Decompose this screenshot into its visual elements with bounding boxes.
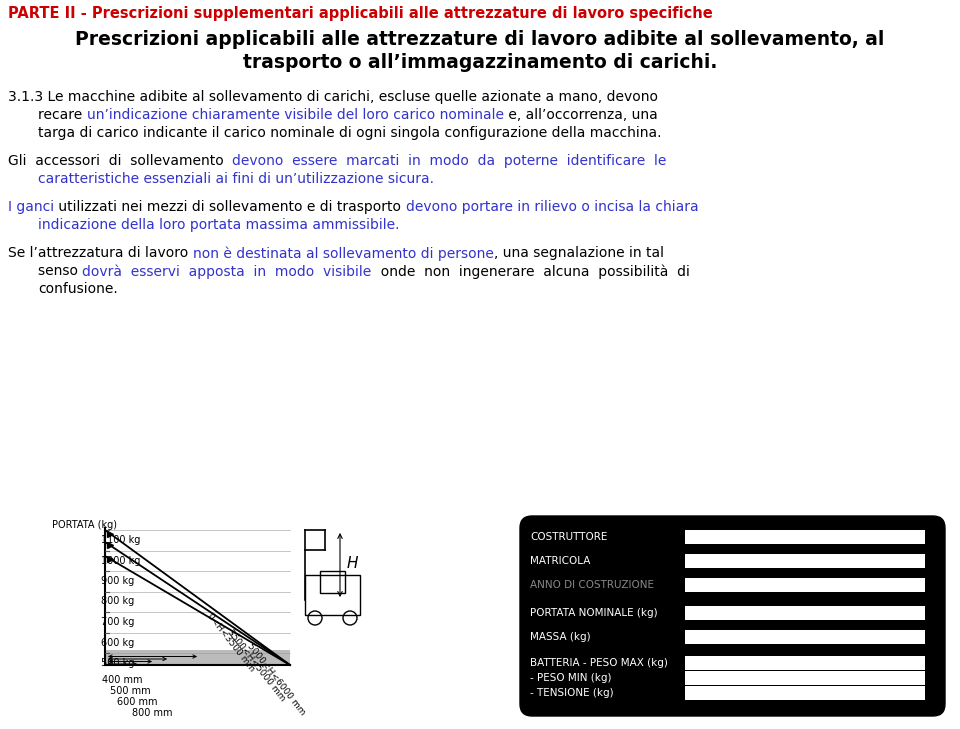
Text: BATTERIA - PESO MAX (kg): BATTERIA - PESO MAX (kg) <box>530 658 668 668</box>
FancyBboxPatch shape <box>520 516 945 716</box>
Text: recare: recare <box>38 108 86 122</box>
Text: Prescrizioni applicabili alle attrezzature di lavoro adibite al sollevamento, al: Prescrizioni applicabili alle attrezzatu… <box>75 30 885 49</box>
Text: 400 mm: 400 mm <box>103 675 143 685</box>
Text: e, all’occorrenza, una: e, all’occorrenza, una <box>504 108 658 122</box>
Text: 900 kg: 900 kg <box>101 576 134 586</box>
Text: ANNO DI COSTRUZIONE: ANNO DI COSTRUZIONE <box>530 580 654 590</box>
Text: 800 kg: 800 kg <box>101 596 134 607</box>
Text: 5000<H<6000 mm: 5000<H<6000 mm <box>245 642 306 717</box>
Text: targa di carico indicante il carico nominale di ogni singola configurazione dell: targa di carico indicante il carico nomi… <box>38 126 661 140</box>
Text: non è destinata al sollevamento di persone: non è destinata al sollevamento di perso… <box>193 246 493 260</box>
Bar <box>685 578 925 592</box>
Text: 1000 kg: 1000 kg <box>101 555 140 566</box>
Bar <box>320 571 345 593</box>
Text: 600 kg: 600 kg <box>101 637 134 647</box>
Text: 800 mm: 800 mm <box>132 708 173 718</box>
Text: caratteristiche essenziali ai fini di un’utilizzazione sicura.: caratteristiche essenziali ai fini di un… <box>38 172 434 186</box>
Text: indicazione della loro portata massima ammissibile.: indicazione della loro portata massima a… <box>38 218 399 232</box>
Bar <box>685 630 925 644</box>
Bar <box>105 650 290 665</box>
Text: - PESO MIN (kg): - PESO MIN (kg) <box>530 673 612 683</box>
Text: I ganci: I ganci <box>8 200 54 214</box>
Text: Gli  accessori  di  sollevamento: Gli accessori di sollevamento <box>8 154 232 168</box>
Text: MASSA (kg): MASSA (kg) <box>530 632 590 642</box>
Text: trasporto o all’immagazzinamento di carichi.: trasporto o all’immagazzinamento di cari… <box>243 53 717 72</box>
Text: senso: senso <box>38 264 83 278</box>
Text: PORTATA NOMINALE (kg): PORTATA NOMINALE (kg) <box>530 608 658 618</box>
Text: un’indicazione chiaramente visibile del loro carico nominale: un’indicazione chiaramente visibile del … <box>86 108 504 122</box>
Bar <box>305 575 360 615</box>
Bar <box>685 530 925 544</box>
Text: devono  essere  marcati  in  modo  da  poterne  identificare  le: devono essere marcati in modo da poterne… <box>232 154 667 168</box>
Text: dovrà  esservi  apposta  in  modo  visibile: dovrà esservi apposta in modo visibile <box>83 264 372 278</box>
Text: 3500<H<5000 mm: 3500<H<5000 mm <box>225 628 286 703</box>
Text: 3.1.3 Le macchine adibite al sollevamento di carichi, escluse quelle azionate a : 3.1.3 Le macchine adibite al sollevament… <box>8 90 658 104</box>
Bar <box>685 606 925 620</box>
Text: PORTATA (kg): PORTATA (kg) <box>52 520 117 530</box>
Text: onde  non  ingenerare  alcuna  possibilità  di: onde non ingenerare alcuna possibilità d… <box>372 264 689 278</box>
Text: 0<H<3500 mm: 0<H<3500 mm <box>205 612 256 674</box>
Text: H: H <box>347 555 358 571</box>
Bar <box>685 686 925 700</box>
Bar <box>685 656 925 670</box>
Bar <box>685 671 925 685</box>
Text: 500 mm: 500 mm <box>109 686 151 696</box>
Text: confusione.: confusione. <box>38 282 118 296</box>
Text: Se l’attrezzatura di lavoro: Se l’attrezzatura di lavoro <box>8 246 193 260</box>
Text: - TENSIONE (kg): - TENSIONE (kg) <box>530 688 613 698</box>
Text: COSTRUTTORE: COSTRUTTORE <box>530 532 608 542</box>
Text: utilizzati nei mezzi di sollevamento e di trasporto: utilizzati nei mezzi di sollevamento e d… <box>54 200 405 214</box>
Text: 1100 kg: 1100 kg <box>101 535 140 545</box>
Text: 500 kg: 500 kg <box>101 658 134 668</box>
Bar <box>685 554 925 568</box>
Text: 700 kg: 700 kg <box>101 617 134 627</box>
Text: MATRICOLA: MATRICOLA <box>530 556 590 566</box>
Text: 600 mm: 600 mm <box>117 697 157 707</box>
Text: PARTE II - Prescrizioni supplementari applicabili alle attrezzature di lavoro sp: PARTE II - Prescrizioni supplementari ap… <box>8 6 712 21</box>
Text: devono portare in rilievo o incisa la chiara: devono portare in rilievo o incisa la ch… <box>405 200 698 214</box>
Text: , una segnalazione in tal: , una segnalazione in tal <box>493 246 663 260</box>
